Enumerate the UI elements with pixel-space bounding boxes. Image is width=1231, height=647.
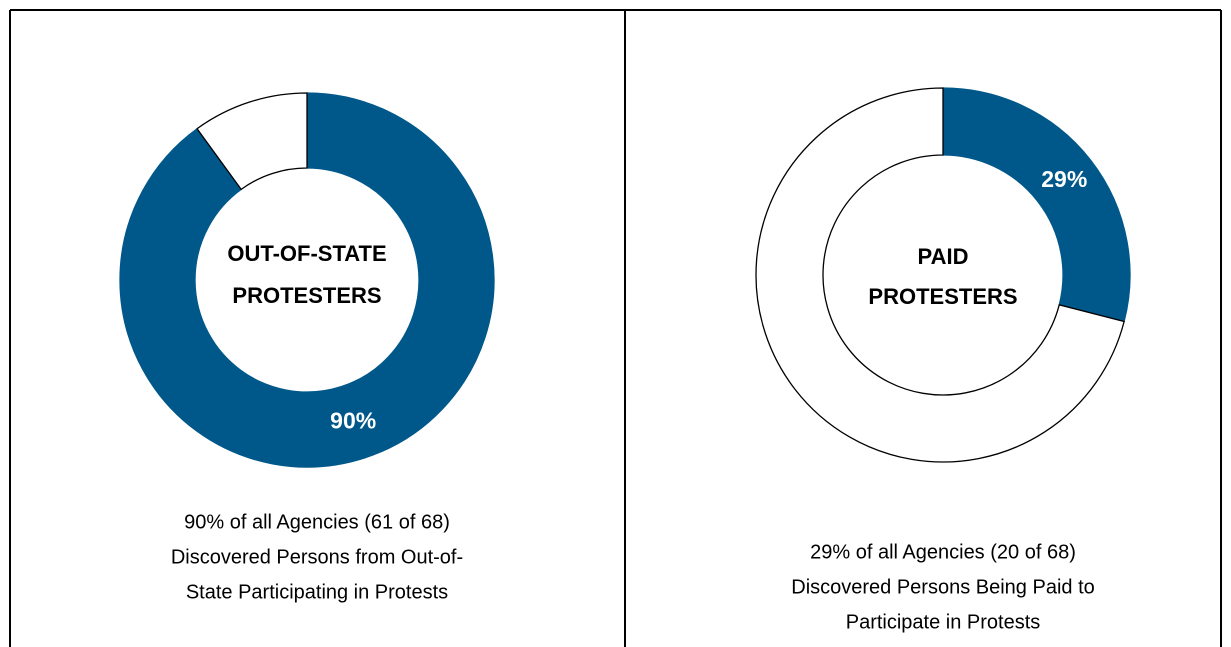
donut-segment [755,87,1125,463]
center-label: PROTESTERS [232,283,381,308]
caption: Discovered Persons Being Paid to [791,576,1095,598]
value-label: 90% [330,407,376,433]
caption: Participate in Protests [846,611,1041,633]
caption: State Participating in Protests [186,581,448,603]
caption: 29% of all Agencies (20 of 68) [810,541,1076,563]
donut-segment [196,92,308,191]
center-label: OUT-OF-STATE [227,241,386,266]
value-label: 29% [1041,166,1087,192]
center-label: PROTESTERS [868,284,1017,309]
caption: 90% of all Agencies (61 of 68) [184,511,450,533]
center-label: PAID [918,244,969,269]
caption: Discovered Persons from Out-of- [171,546,463,568]
donut-segment [119,92,495,468]
donut-segment [942,87,1131,323]
